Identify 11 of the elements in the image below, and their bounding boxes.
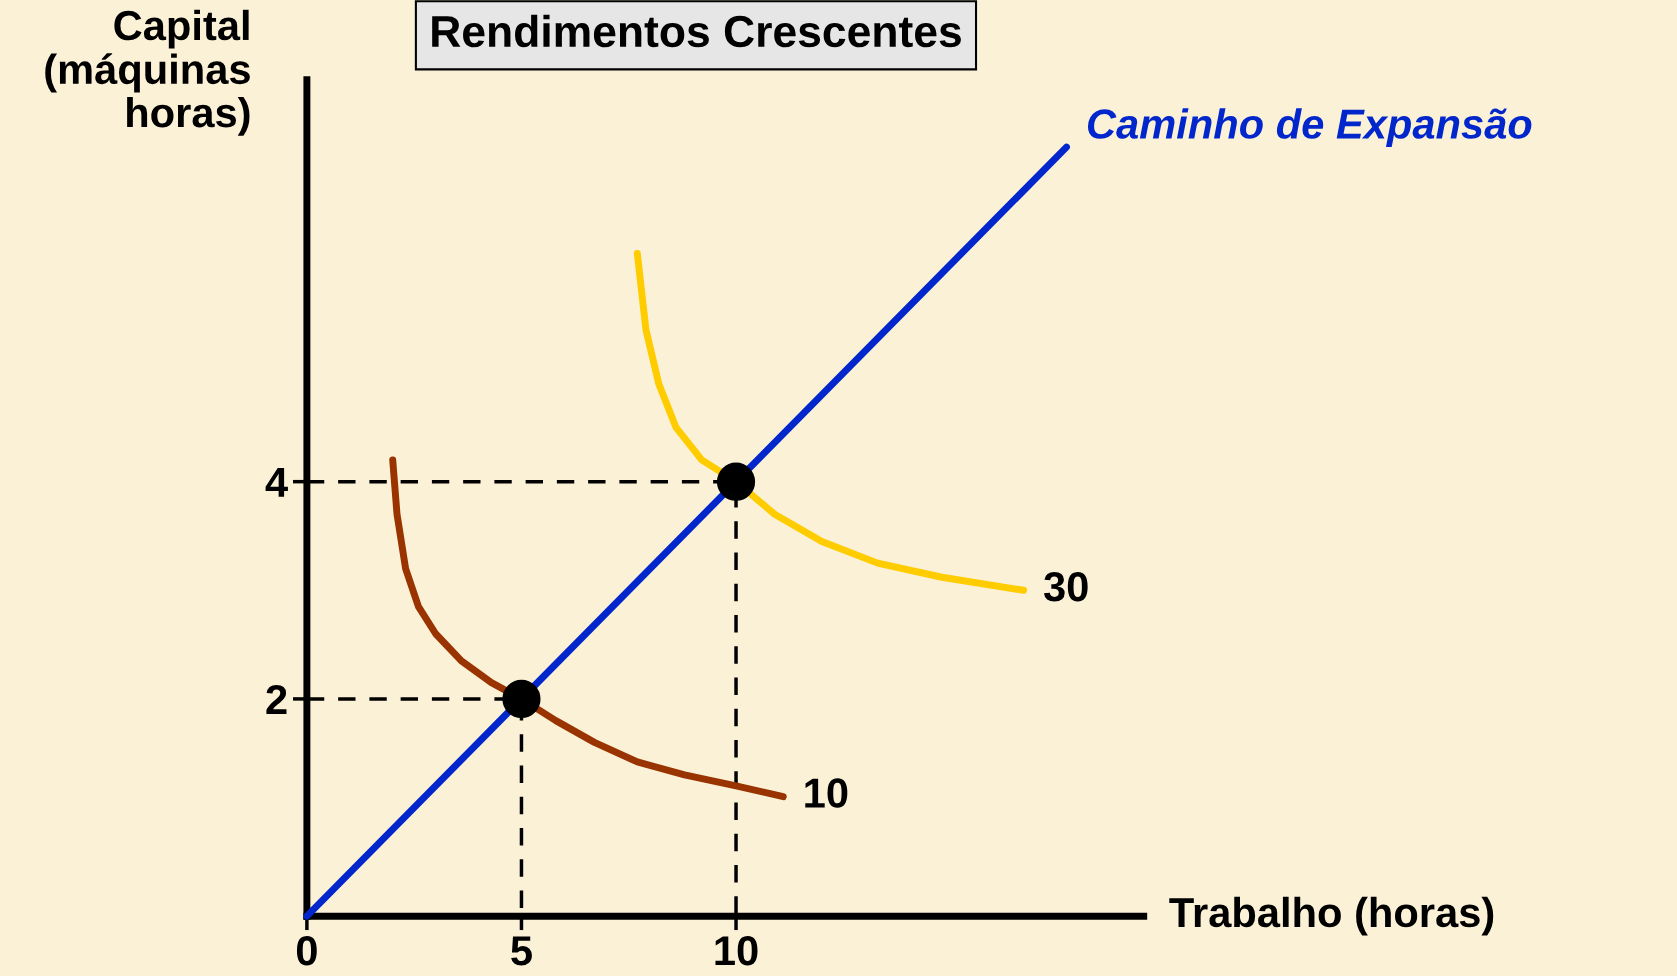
x-tick-label: 0: [296, 936, 317, 966]
x-tick-label: 5: [511, 936, 532, 966]
chart-title: Rendimentos Crescentes: [432, 14, 961, 48]
series-label: 30: [1043, 571, 1088, 602]
series-label: 10: [805, 778, 848, 808]
y-axis-title: Capital (máquinas horas): [45, 9, 250, 136]
y-tick-label: 4: [265, 468, 288, 497]
x-tick-label: 10: [715, 936, 758, 966]
series-label: Caminho de Expansão: [1087, 108, 1532, 148]
y-tick-label: 2: [266, 684, 287, 715]
x-axis-title: Trabalho (horas): [1169, 896, 1494, 936]
